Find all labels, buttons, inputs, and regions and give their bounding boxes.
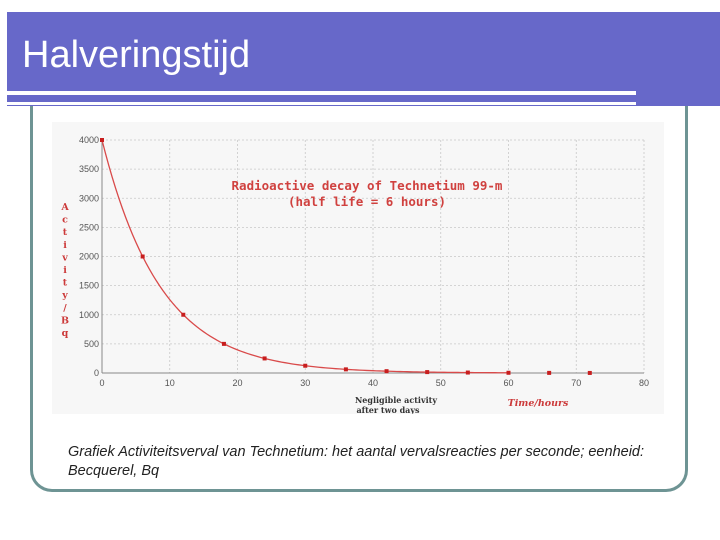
y-axis-label-char: A — [60, 202, 69, 213]
x-tick-label: 10 — [165, 378, 175, 388]
x-tick-label: 40 — [368, 378, 378, 388]
y-axis-label-char: v — [61, 252, 68, 263]
y-axis-label-char: i — [63, 265, 67, 276]
title-background — [0, 12, 720, 106]
chart-title-line1: Radioactive decay of Technetium 99-m — [232, 178, 503, 193]
title-divider-thin — [0, 102, 636, 105]
y-axis-label-char: B — [61, 315, 69, 326]
decay-chart: 0 10 20 30 40 50 60 70 80 0 500 1000 1500 2000 2500 300… — [60, 135, 649, 414]
x-tick-label: 60 — [503, 378, 513, 388]
data-point — [465, 370, 470, 375]
y-tick-label: 3500 — [79, 164, 99, 174]
y-tick-label: 0 — [94, 368, 99, 378]
y-tick-label: 1500 — [79, 281, 99, 291]
chart-axes — [101, 140, 644, 374]
slide-title: Halveringstijd — [22, 34, 251, 76]
data-point — [262, 356, 267, 361]
x-tick-label: 0 — [99, 378, 104, 388]
y-tick-label: 2500 — [79, 222, 99, 232]
data-point — [547, 370, 552, 375]
chart-grid — [101, 139, 645, 374]
x-tick-label: 70 — [571, 378, 581, 388]
data-point — [303, 363, 308, 368]
x-tick-label: 20 — [232, 378, 242, 388]
chart-caption: Grafiek Activiteitsverval van Technetium… — [68, 444, 645, 479]
chart-annotation-line1: Negligible activity — [355, 395, 437, 405]
y-tick-label: 500 — [84, 339, 99, 349]
chart-background — [52, 122, 664, 414]
y-tick-label: 2000 — [79, 252, 99, 262]
data-point — [221, 341, 226, 346]
y-axis-label-char: y — [61, 290, 68, 301]
x-tick-label: 30 — [300, 378, 310, 388]
y-axis-label-char: / — [63, 303, 67, 314]
y-axis-label-char: i — [63, 240, 67, 251]
x-axis-label: Time/hours — [508, 398, 569, 409]
data-point — [343, 367, 348, 372]
data-point — [384, 369, 389, 374]
data-point — [587, 370, 592, 375]
chart-annotation-line2: after two days — [356, 405, 420, 414]
chart-series — [100, 138, 592, 375]
y-tick-label: 3000 — [79, 193, 99, 203]
y-axis-label-char: q — [62, 328, 69, 339]
title-divider — [0, 91, 636, 95]
y-axis-label-char: t — [63, 278, 68, 289]
data-point — [140, 254, 145, 259]
axis-ticks: 0 10 20 30 40 50 60 70 80 0 500 1000 1500 2000 2500 300… — [79, 135, 649, 388]
data-point — [506, 370, 511, 375]
data-point — [425, 370, 430, 375]
x-tick-label: 50 — [436, 378, 446, 388]
title-bar: Halveringstijd — [0, 12, 720, 106]
y-tick-label: 1000 — [79, 310, 99, 320]
data-point — [100, 138, 104, 142]
y-axis-label-char: c — [62, 215, 68, 226]
x-tick-label: 80 — [639, 378, 649, 388]
y-axis-label-char: t — [63, 227, 68, 238]
y-tick-label: 4000 — [79, 135, 99, 145]
data-point — [181, 312, 186, 317]
chart-title-line2: (half life = 6 hours) — [288, 194, 446, 209]
